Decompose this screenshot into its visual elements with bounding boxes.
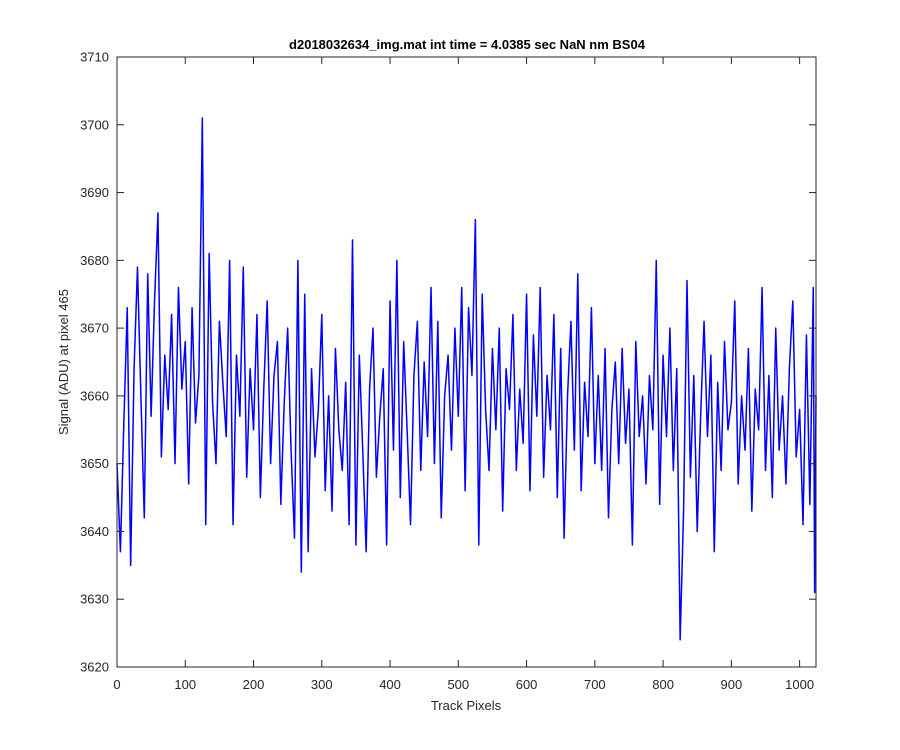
- y-tick-label: 3650: [80, 456, 109, 471]
- x-tick-label: 100: [174, 677, 196, 692]
- y-axis-ticks: 3620 3630 3640 3650 3660 3670 3680 3690 3700 3710: [80, 50, 816, 675]
- x-tick-label: 300: [311, 677, 333, 692]
- y-tick-label: 3630: [80, 592, 109, 607]
- x-axis-label: Track Pixels: [431, 698, 502, 713]
- y-tick-label: 3680: [80, 253, 109, 268]
- x-tick-label: 0: [113, 677, 120, 692]
- x-tick-label: 800: [652, 677, 674, 692]
- y-tick-label: 3620: [80, 660, 109, 675]
- chart-title: d2018032634_img.mat int time = 4.0385 se…: [289, 37, 646, 52]
- x-tick-label: 200: [243, 677, 265, 692]
- plot-background: [117, 57, 816, 667]
- plot-area: [116, 56, 817, 668]
- x-axis-ticks: 0 100 200 300 400 500 600 700 800 900 1000: [113, 57, 814, 692]
- x-tick-label: 900: [721, 677, 743, 692]
- y-tick-label: 3640: [80, 524, 109, 539]
- x-tick-label: 1000: [785, 677, 814, 692]
- y-tick-label: 3700: [80, 117, 109, 132]
- y-tick-label: 3710: [80, 50, 109, 65]
- x-tick-label: 500: [447, 677, 469, 692]
- y-tick-label: 3670: [80, 321, 109, 336]
- y-tick-label: 3690: [80, 185, 109, 200]
- y-axis-label: Signal (ADU) at pixel 465: [56, 289, 71, 435]
- x-tick-label: 400: [379, 677, 401, 692]
- y-tick-label: 3660: [80, 388, 109, 403]
- series-line: [116, 117, 817, 641]
- plot-frame: [116, 56, 817, 668]
- x-tick-label: 600: [516, 677, 538, 692]
- x-tick-label: 700: [584, 677, 606, 692]
